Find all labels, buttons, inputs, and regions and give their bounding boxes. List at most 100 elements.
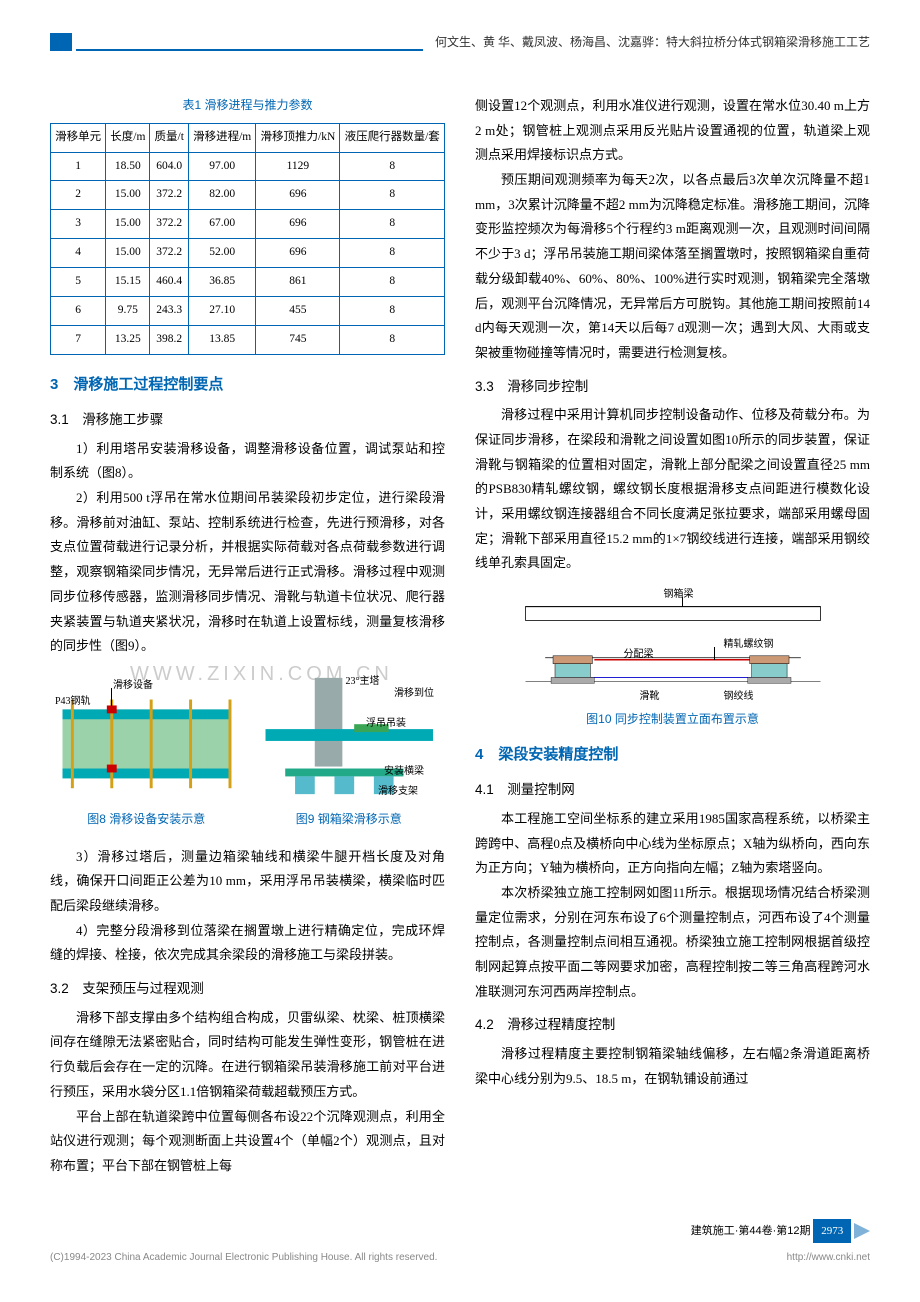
table-cell: 13.85	[188, 325, 255, 354]
table-cell: 7	[51, 325, 106, 354]
table-cell: 745	[256, 325, 340, 354]
sec4-1-title: 4.1 测量控制网	[475, 777, 870, 803]
sec3-3-p1: 滑移过程中采用计算机同步控制设备动作、位移及荷载分布。为保证同步滑移，在梁段和滑…	[475, 403, 870, 576]
table-row: 315.00372.267.006968	[51, 210, 445, 239]
table-cell: 398.2	[150, 325, 189, 354]
fig10-leader-2	[714, 647, 715, 660]
sec3-1-p1: 1）利用塔吊安装滑移设备，调整滑移设备位置，调试泵站和控制系统（图8）。	[50, 437, 445, 486]
fig9-block: 23°主塔 滑移到位 浮吊吊装 安装横梁 滑移支架 图9 钢箱梁滑移示意	[253, 669, 446, 841]
table-cell: 36.85	[188, 268, 255, 297]
sec3-2-cont-p1: 侧设置12个观测点，利用水准仪进行观测，设置在常水位30.40 m上方2 m处；…	[475, 94, 870, 168]
table-cell: 18.50	[106, 152, 150, 181]
fig8-caption: 图8 滑移设备安装示意	[50, 808, 243, 831]
table1: 滑移单元 长度/m 质量/t 滑移进程/m 滑移顶推力/kN 液压爬行器数量/套…	[50, 123, 445, 355]
sec3-title: 3 滑移施工过程控制要点	[50, 371, 445, 400]
fig9-label-4: 安装横梁	[384, 762, 424, 781]
table-row: 713.25398.213.857458	[51, 325, 445, 354]
fig10-leader-1	[682, 597, 683, 607]
fig10-image: 钢箱梁 精轧螺纹钢 分配梁 滑靴 钢绞线	[513, 584, 833, 704]
table-cell: 82.00	[188, 181, 255, 210]
table-cell: 15.00	[106, 210, 150, 239]
sec3-2-p2: 平台上部在轨道梁跨中位置每侧各布设22个沉降观测点，利用全站仪进行观测；每个观测…	[50, 1105, 445, 1179]
footer-copyright: (C)1994-2023 China Academic Journal Elec…	[50, 1248, 437, 1267]
sec4-title: 4 梁段安装精度控制	[475, 741, 870, 770]
fig10-label-5: 钢绞线	[724, 687, 754, 704]
fig10-label-4: 滑靴	[640, 687, 660, 704]
table-cell: 4	[51, 239, 106, 268]
table-cell: 5	[51, 268, 106, 297]
table-row: 515.15460.436.858618	[51, 268, 445, 297]
table-cell: 8	[340, 210, 445, 239]
footer-journal: 建筑施工·第44卷·第12期	[691, 1225, 811, 1237]
sec3-1-p2: 2）利用500 t浮吊在常水位期间吊装梁段初步定位，进行梁段滑移。滑移前对油缸、…	[50, 486, 445, 659]
sec3-3-title: 3.3 滑移同步控制	[475, 374, 870, 400]
table-cell: 372.2	[150, 210, 189, 239]
fig10-label-1: 钢箱梁	[664, 585, 694, 604]
table-cell: 27.10	[188, 296, 255, 325]
table-cell: 1	[51, 152, 106, 181]
table-cell: 455	[256, 296, 340, 325]
table-cell: 372.2	[150, 239, 189, 268]
table-cell: 8	[340, 152, 445, 181]
table1-header-row: 滑移单元 长度/m 质量/t 滑移进程/m 滑移顶推力/kN 液压爬行器数量/套	[51, 123, 445, 152]
fig10-label-2: 精轧螺纹钢	[724, 635, 774, 654]
table1-col-3: 滑移进程/m	[188, 123, 255, 152]
sec3-1-p4: 4）完整分段滑移到位落梁在搁置墩上进行精确定位，完成环焊缝的焊接、栓接，依次完成…	[50, 919, 445, 968]
table1-col-5: 液压爬行器数量/套	[340, 123, 445, 152]
sec4-1-p1: 本工程施工空间坐标系的建立采用1985国家高程系统，以桥梁主跨跨中、高程0点及横…	[475, 807, 870, 881]
sec4-1-p2: 本次桥梁独立施工控制网如图11所示。根据现场情况结合桥梁测量定位需求，分别在河东…	[475, 881, 870, 1004]
fig9-label-3: 浮吊吊装	[366, 714, 406, 733]
table-row: 69.75243.327.104558	[51, 296, 445, 325]
table-cell: 1129	[256, 152, 340, 181]
table-cell: 97.00	[188, 152, 255, 181]
table-cell: 2	[51, 181, 106, 210]
footer-triangle-icon	[854, 1223, 870, 1239]
right-column: 侧设置12个观测点，利用水准仪进行观测，设置在常水位30.40 m上方2 m处；…	[475, 94, 870, 1179]
table-cell: 67.00	[188, 210, 255, 239]
fig9-caption: 图9 钢箱梁滑移示意	[253, 808, 446, 831]
table-cell: 6	[51, 296, 106, 325]
fig10-label-3: 分配梁	[624, 645, 654, 664]
left-column: 表1 滑移进程与推力参数 滑移单元 长度/m 质量/t 滑移进程/m 滑移顶推力…	[50, 94, 445, 1179]
sec3-1-p3: 3）滑移过塔后，测量边箱梁轴线和横梁牛腿开档长度及对角线，确保开口间距正公差为1…	[50, 845, 445, 919]
fig9-label-2: 滑移到位	[394, 684, 434, 703]
table-cell: 460.4	[150, 268, 189, 297]
table-cell: 372.2	[150, 181, 189, 210]
table-cell: 9.75	[106, 296, 150, 325]
table-row: 415.00372.252.006968	[51, 239, 445, 268]
table-row: 118.50604.097.0011298	[51, 152, 445, 181]
fig10-caption: 图10 同步控制装置立面布置示意	[475, 708, 870, 731]
table-cell: 52.00	[188, 239, 255, 268]
table1-col-2: 质量/t	[150, 123, 189, 152]
table1-col-1: 长度/m	[106, 123, 150, 152]
fig9-label-1: 23°主塔	[346, 672, 380, 691]
table-row: 215.00372.282.006968	[51, 181, 445, 210]
fig8-block: 滑移设备 P43钢轨 图8 滑移设备安装示意	[50, 669, 243, 841]
table-cell: 243.3	[150, 296, 189, 325]
sec3-2-p1: 滑移下部支撑由多个结构组合构成，贝雷纵梁、枕梁、桩顶横梁间存在缝隙无法紧密贴合，…	[50, 1006, 445, 1105]
fig8-image: 滑移设备 P43钢轨	[50, 669, 243, 804]
table-cell: 8	[340, 268, 445, 297]
sec4-2-p1: 滑移过程精度主要控制钢箱梁轴线偏移，左右幅2条滑道距离桥梁中心线分别为9.5、1…	[475, 1042, 870, 1091]
table1-col-4: 滑移顶推力/kN	[256, 123, 340, 152]
table-cell: 8	[340, 325, 445, 354]
footer-page-number: 2973	[813, 1219, 851, 1244]
table-cell: 15.15	[106, 268, 150, 297]
fig-row-8-9: WWW.ZIXIN.COM.CN	[50, 669, 445, 841]
table-cell: 15.00	[106, 239, 150, 268]
table-cell: 604.0	[150, 152, 189, 181]
table1-caption: 表1 滑移进程与推力参数	[50, 94, 445, 117]
header-blue-block	[50, 33, 72, 51]
table-cell: 861	[256, 268, 340, 297]
fig8-label-2: P43钢轨	[55, 692, 91, 711]
footer-url: http://www.cnki.net	[787, 1248, 870, 1267]
table-cell: 8	[340, 296, 445, 325]
sec3-1-title: 3.1 滑移施工步骤	[50, 407, 445, 433]
table-cell: 696	[256, 210, 340, 239]
page-footer: 建筑施工·第44卷·第12期 2973 (C)1994-2023 China A…	[50, 1219, 870, 1244]
fig8-label-1: 滑移设备	[113, 676, 153, 695]
table-cell: 8	[340, 181, 445, 210]
sec4-2-title: 4.2 滑移过程精度控制	[475, 1012, 870, 1038]
fig9-label-5: 滑移支架	[378, 782, 418, 801]
fig8-leader-1	[111, 688, 112, 706]
